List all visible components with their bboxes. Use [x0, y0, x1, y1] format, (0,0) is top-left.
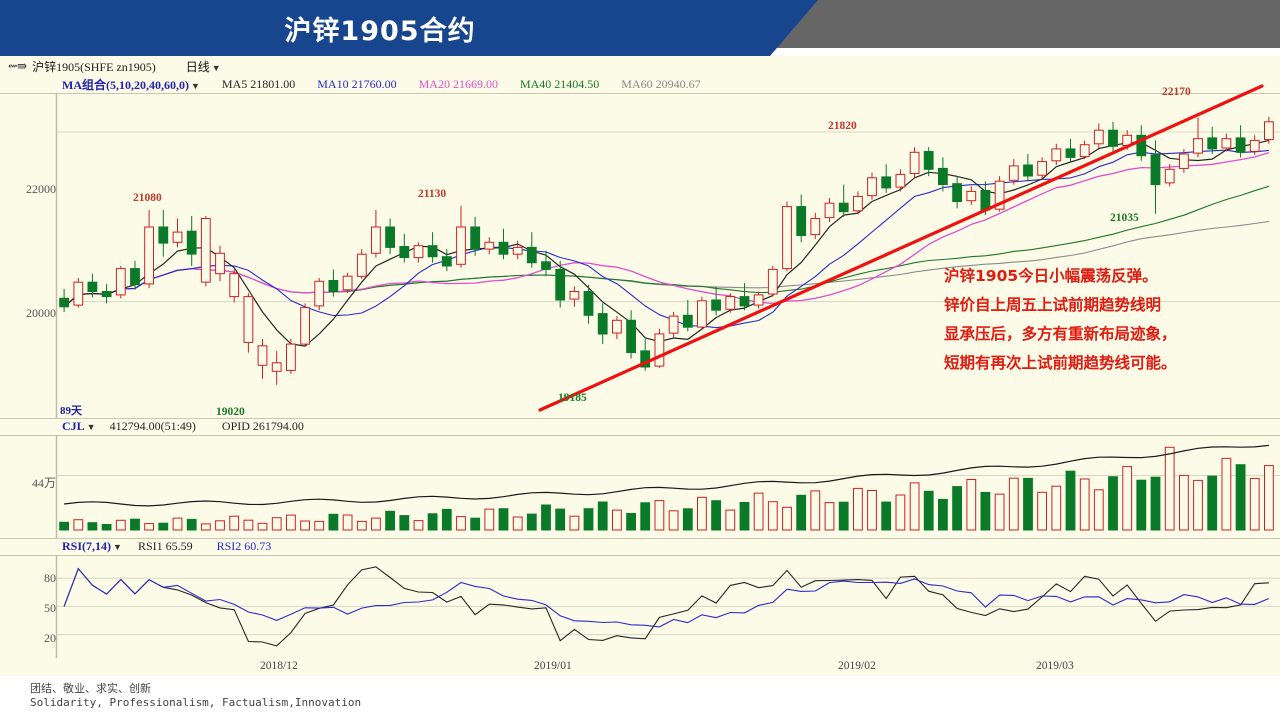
ma20-value: 21669.00	[452, 77, 498, 91]
ma60-value: 20940.67	[655, 77, 701, 91]
symbol-label: 沪锌1905(SHFE zn1905)	[32, 59, 156, 74]
annotation-line-1: 沪锌1905今日小幅震荡反弹。	[944, 267, 1158, 285]
price-tag-19020: 19020	[216, 406, 245, 418]
page-footer: 团结、敬业、求实、创新 Solidarity, Professionalism,…	[0, 676, 1280, 720]
ma10-name: MA10	[317, 77, 349, 91]
header-blue-band	[0, 0, 818, 56]
period-selector[interactable]: 日线 ▼	[186, 58, 221, 75]
chevron-down-icon: ▼	[211, 62, 221, 73]
rsi-info-row: RSI(7,14) ▼ RSI1 65.59 RSI2 60.73	[0, 538, 1280, 555]
day-count-label: 89天	[60, 405, 82, 417]
price-tag-19185: 19185	[558, 392, 587, 404]
chart-toolbar: ⇜⇛ 沪锌1905(SHFE zn1905) 日线 ▼	[0, 56, 1280, 77]
ma5-readout: MA5 21801.00	[222, 77, 295, 92]
x-tick-2018-12: 2018/12	[260, 660, 298, 672]
rsi-panel: RSI(7,14) ▼ RSI1 65.59 RSI2 60.73 80 50 2…	[0, 538, 1280, 658]
page-title: 沪锌1905合约	[284, 15, 476, 47]
price-y-label-22000: 22000	[26, 182, 56, 196]
volume-y-label: 44万	[31, 476, 56, 490]
left-right-arrow-icon[interactable]: ⇜⇛	[8, 58, 27, 73]
ma40-readout: MA40 21404.50	[520, 77, 599, 92]
price-tag-21080: 21080	[133, 192, 162, 204]
opid-value: OPID 261794.00	[221, 419, 304, 433]
x-tick-2019-02: 2019/02	[838, 660, 876, 672]
rsi-chart-svg	[0, 538, 1280, 658]
ma10-value: 21760.00	[351, 77, 397, 91]
ma-combo-selector[interactable]: MA组合(5,10,20,40,60,0) ▼	[62, 76, 200, 93]
ma10-readout: MA10 21760.00	[317, 77, 396, 92]
header-gray-band	[770, 0, 1280, 48]
ma20-readout: MA20 21669.00	[419, 77, 498, 92]
price-tag-22170: 22170	[1162, 86, 1191, 98]
ma-info-row: MA组合(5,10,20,40,60,0) ▼ MA5 21801.00 MA10…	[0, 76, 1280, 93]
chart-area: MA组合(5,10,20,40,60,0) ▼ MA5 21801.00 MA10…	[0, 76, 1280, 676]
ma5-name: MA5	[221, 77, 248, 91]
cjl-value: 412794.00(51:49)	[109, 419, 196, 433]
annotation-line-3: 显承压后，多方有重新布局迹象，	[944, 325, 1177, 343]
volume-panel: CJL ▼ 412794.00(51:49) OPID 261794.00 44万	[0, 418, 1280, 538]
x-tick-2019-01: 2019/01	[534, 660, 572, 672]
annotation-line-2: 锌价自上周五上试前期趋势线明	[944, 296, 1162, 314]
price-chart-svg	[0, 76, 1280, 418]
annotation-line-4: 短期有再次上试前期趋势线可能。	[944, 354, 1177, 372]
page-header: 沪锌1905合约	[0, 0, 1280, 56]
rsi-y-label-80: 80	[44, 571, 56, 585]
ma40-name: MA40	[519, 77, 552, 91]
price-panel: MA组合(5,10,20,40,60,0) ▼ MA5 21801.00 MA10…	[0, 76, 1280, 418]
chevron-down-icon: ▼	[191, 81, 200, 91]
ma20-name: MA20	[418, 77, 450, 91]
rsi-label: RSI(7,14)	[62, 539, 112, 553]
ma5-value: 21801.00	[250, 77, 296, 91]
cjl-label: CJL	[62, 419, 85, 433]
rsi-selector[interactable]: RSI(7,14) ▼	[62, 539, 122, 554]
footer-motto-en: Solidarity, Professionalism, Factualism,…	[30, 696, 362, 709]
footer-motto-cn: 团结、敬业、求实、创新	[30, 682, 151, 695]
rsi-y-label-20: 20	[44, 631, 56, 645]
rsi2-value: RSI2 60.73	[216, 539, 272, 553]
rsi-y-label-50: 50	[44, 601, 56, 615]
ma60-name: MA60	[621, 77, 653, 91]
price-tag-21820: 21820	[828, 120, 857, 132]
price-tag-21035: 21035	[1110, 212, 1139, 224]
ma60-readout: MA60 20940.67	[621, 77, 700, 92]
volume-chart-svg	[0, 418, 1280, 538]
volume-info-row: CJL ▼ 412794.00(51:49) OPID 261794.00	[0, 418, 1280, 435]
chevron-down-icon: ▼	[86, 422, 96, 432]
period-label: 日线	[185, 59, 210, 74]
rsi1-value: RSI1 65.59	[137, 539, 193, 553]
ma40-value: 21404.50	[554, 77, 600, 91]
price-y-label-20000: 20000	[26, 306, 56, 320]
analysis-annotation: 沪锌1905今日小幅震荡反弹。 锌价自上周五上试前期趋势线明 显承压后，多方有重…	[944, 262, 1274, 378]
x-axis: 2018/12 2019/01 2019/02 2019/03	[0, 658, 1280, 676]
cjl-selector[interactable]: CJL ▼	[62, 419, 96, 434]
x-tick-2019-03: 2019/03	[1036, 660, 1074, 672]
ma-combo-label: MA组合(5,10,20,40,60,0)	[62, 78, 189, 92]
price-tag-21130: 21130	[418, 188, 447, 200]
chevron-down-icon: ▼	[113, 542, 122, 552]
